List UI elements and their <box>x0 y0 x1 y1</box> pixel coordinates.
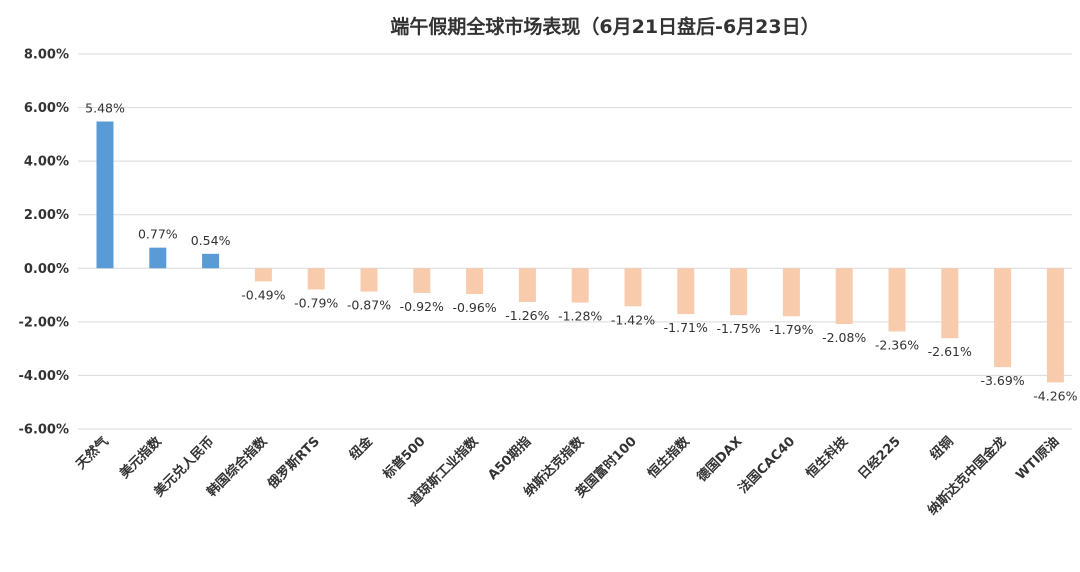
data-label: -4.26% <box>1033 388 1077 403</box>
y-tick-label: -6.00% <box>19 423 70 438</box>
x-tick-label: 日经225 <box>855 434 904 483</box>
bar <box>835 268 853 324</box>
x-tick-label: 纽铜 <box>927 434 957 464</box>
data-label: 0.54% <box>191 233 231 248</box>
bar <box>307 268 325 290</box>
x-tick-label: 法国CAC40 <box>735 434 798 497</box>
y-tick-label: -2.00% <box>19 315 70 330</box>
data-label: -0.79% <box>294 295 338 310</box>
bar <box>413 268 431 293</box>
data-labels: 5.48%0.77% 0.54%-0.49%-0.79% -0.87% -0.92% -… <box>85 101 1077 404</box>
data-label: -2.36% <box>875 338 919 353</box>
x-tick-label: 标普500 <box>379 434 429 484</box>
y-tick-label: 8.00% <box>24 48 69 63</box>
bar <box>624 268 642 307</box>
data-label: -0.92% <box>400 299 444 314</box>
data-label: 0.77% <box>138 227 178 242</box>
bar <box>782 268 800 317</box>
y-tick-label: -4.00% <box>19 369 70 384</box>
bar <box>360 268 378 292</box>
data-label: -0.87% <box>347 298 391 313</box>
bar <box>941 268 959 339</box>
data-label: -1.79% <box>769 322 813 337</box>
x-tick-label: 恒生科技 <box>803 433 852 482</box>
data-label: -0.96% <box>452 300 496 315</box>
data-label: -0.49% <box>241 287 285 302</box>
data-label: -1.26% <box>505 308 549 323</box>
y-tick-label: 0.00% <box>24 262 69 277</box>
x-tick-label: 恒生指数 <box>645 433 694 482</box>
bar <box>888 268 906 332</box>
bars <box>96 121 1064 383</box>
x-tick-label: 德国DAX <box>694 434 746 486</box>
bar <box>466 268 484 294</box>
bar <box>254 268 272 282</box>
data-label: -2.08% <box>822 330 866 345</box>
data-label: -1.42% <box>611 312 655 327</box>
data-label: -2.61% <box>928 344 972 359</box>
bar <box>730 268 748 316</box>
y-axis-ticks: 8.00% 6.00% 4.00% 2.00% 0.00% -2.00% -4.00% -6.… <box>19 48 70 438</box>
bar <box>571 268 589 303</box>
x-tick-label: WTI原油 <box>1013 434 1063 484</box>
chart-title: 端午假期全球市场表现（6月21日盘后-6月23日） <box>390 15 819 38</box>
x-tick-label: 俄罗斯RTS <box>264 434 323 493</box>
data-label: 5.48% <box>85 101 125 116</box>
bar <box>518 268 536 303</box>
y-tick-label: 4.00% <box>24 155 69 170</box>
y-tick-label: 6.00% <box>24 101 69 116</box>
bar <box>202 253 220 269</box>
bar <box>994 268 1012 368</box>
data-label: -1.71% <box>664 320 708 335</box>
data-label: -1.28% <box>558 309 602 324</box>
x-tick-label: 美元指数 <box>117 433 166 482</box>
data-label: -3.69% <box>980 373 1024 388</box>
bar <box>96 121 114 269</box>
bar <box>149 247 167 269</box>
x-tick-label: 天然气 <box>73 434 112 473</box>
x-tick-label: A50期指 <box>485 434 535 484</box>
x-tick-label: 纽金 <box>346 433 376 463</box>
bar <box>1046 268 1064 383</box>
data-label: -1.75% <box>716 321 760 336</box>
bar <box>677 268 695 315</box>
y-tick-label: 2.00% <box>24 208 69 223</box>
